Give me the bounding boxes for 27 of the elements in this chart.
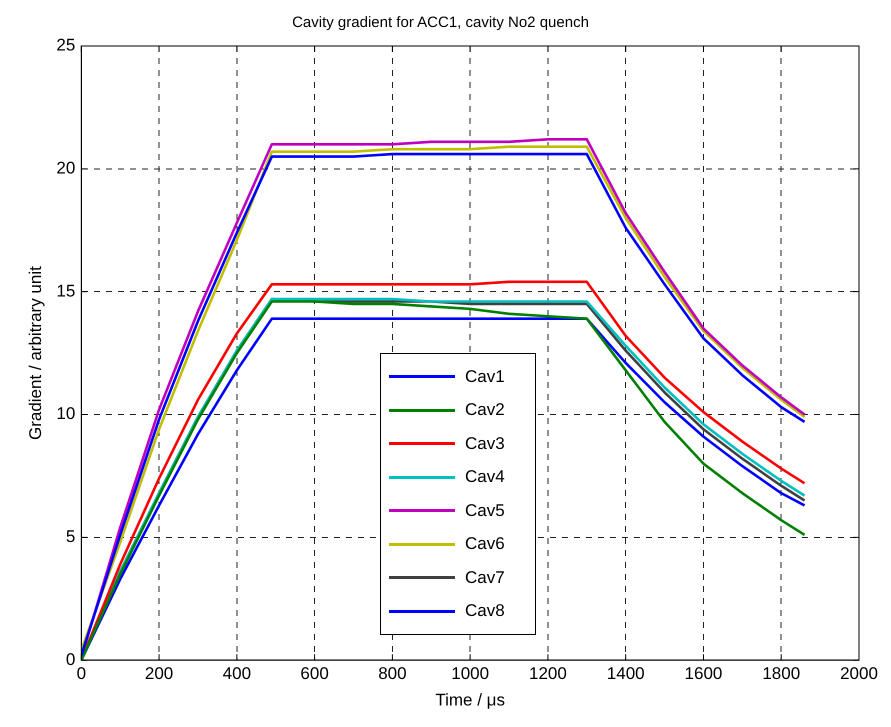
x-axis-title: Time / μs xyxy=(435,690,505,710)
legend-label: Cav3 xyxy=(465,434,505,454)
y-tick-label: 15 xyxy=(56,281,76,300)
x-tick-label: 2000 xyxy=(840,664,878,684)
x-tick-label: 400 xyxy=(222,664,252,684)
x-tick-label: 1200 xyxy=(529,664,567,684)
x-tick-label: 1800 xyxy=(762,664,800,684)
x-tick-label: 800 xyxy=(378,664,407,684)
x-tick-label: 600 xyxy=(300,664,329,684)
legend-label: Cav6 xyxy=(465,534,505,554)
y-tick-label: 5 xyxy=(66,527,76,546)
legend-label: Cav4 xyxy=(465,467,505,488)
x-tick-label: 1000 xyxy=(451,664,490,684)
chart-title: Cavity gradient for ACC1, cavity No2 quench xyxy=(292,14,589,32)
x-tick-label: 1600 xyxy=(684,664,722,684)
legend-label: Cav1 xyxy=(465,366,505,387)
x-tick-label: 200 xyxy=(144,664,174,684)
legend-label: Cav5 xyxy=(465,500,505,521)
x-tick-label: 1400 xyxy=(606,664,645,684)
y-tick-label: 0 xyxy=(66,650,76,669)
legend-label: Cav2 xyxy=(465,400,505,420)
legend-label: Cav7 xyxy=(465,568,505,588)
y-axis-title: Gradient / arbitrary unit xyxy=(26,266,45,440)
y-tick-label: 10 xyxy=(56,404,76,424)
y-tick-label: 20 xyxy=(56,158,76,178)
legend-label: Cav8 xyxy=(465,601,505,622)
y-tick-label: 25 xyxy=(56,36,76,55)
